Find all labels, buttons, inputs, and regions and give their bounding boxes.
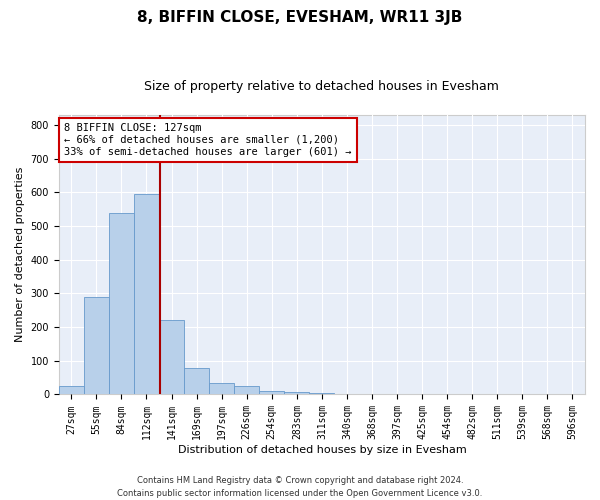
Bar: [59, 386, 84, 394]
Text: 8, BIFFIN CLOSE, EVESHAM, WR11 3JB: 8, BIFFIN CLOSE, EVESHAM, WR11 3JB: [137, 10, 463, 25]
Bar: [209, 384, 234, 394]
Bar: [234, 386, 259, 394]
Text: Contains HM Land Registry data © Crown copyright and database right 2024.
Contai: Contains HM Land Registry data © Crown c…: [118, 476, 482, 498]
Bar: [84, 297, 109, 394]
Title: Size of property relative to detached houses in Evesham: Size of property relative to detached ho…: [145, 80, 499, 93]
Bar: [284, 392, 310, 394]
Y-axis label: Number of detached properties: Number of detached properties: [15, 167, 25, 342]
Bar: [134, 194, 159, 394]
Bar: [159, 320, 184, 394]
Bar: [184, 368, 209, 394]
Bar: [109, 212, 134, 394]
Bar: [259, 391, 284, 394]
Text: 8 BIFFIN CLOSE: 127sqm
← 66% of detached houses are smaller (1,200)
33% of semi-: 8 BIFFIN CLOSE: 127sqm ← 66% of detached…: [64, 124, 352, 156]
X-axis label: Distribution of detached houses by size in Evesham: Distribution of detached houses by size …: [178, 445, 466, 455]
